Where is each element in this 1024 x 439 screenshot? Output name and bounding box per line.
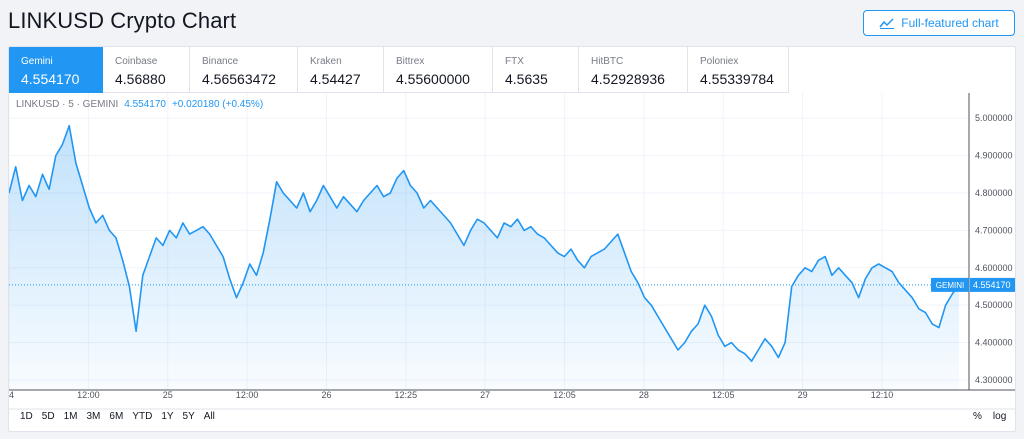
last-price-tag	[970, 277, 1015, 292]
x-tick-label: 12:05	[553, 390, 576, 400]
y-tick-label: 4.600000	[975, 263, 1013, 273]
range-1m[interactable]: 1M	[63, 411, 78, 422]
tab-exchange-price: 4.56880	[115, 71, 166, 87]
tab-exchange-price: 4.554170	[21, 71, 80, 87]
tab-hitbtc[interactable]: HitBTC 4.52928936	[579, 47, 688, 93]
tab-exchange-name: Poloniex	[700, 56, 739, 67]
x-tick-label: 26	[321, 390, 331, 400]
tab-kraken[interactable]: Kraken 4.54427	[298, 47, 384, 93]
tab-binance[interactable]: Binance 4.56563472	[190, 47, 298, 93]
y-tick-label: 4.800000	[975, 188, 1013, 198]
last-price-label: 4.554170	[973, 280, 1011, 290]
range-5d[interactable]: 5D	[41, 411, 55, 422]
exchange-tabs: Gemini 4.554170 Coinbase 4.56880 Binance…	[9, 47, 789, 93]
tab-poloniex[interactable]: Poloniex 4.55339784	[688, 47, 789, 93]
log-scale-toggle[interactable]: log	[992, 411, 1007, 422]
tab-gemini[interactable]: Gemini 4.554170	[9, 47, 103, 93]
tab-exchange-name: HitBTC	[591, 56, 624, 67]
chart-line-icon	[879, 18, 895, 29]
tab-exchange-price: 4.55339784	[700, 71, 774, 87]
x-tick-label: 28	[639, 390, 649, 400]
chart-legend: LINKUSD · 5 · GEMINI 4.554170 +0.020180 …	[16, 99, 263, 110]
tab-exchange-price: 4.52928936	[591, 71, 665, 87]
tab-exchange-name: Binance	[202, 56, 239, 67]
x-tick-label: 12:00	[236, 390, 259, 400]
tab-exchange-name: Kraken	[310, 56, 342, 67]
x-tick-label: 25	[163, 390, 173, 400]
price-area-fill	[9, 125, 959, 390]
legend-symbol: LINKUSD · 5 · GEMINI	[16, 99, 119, 110]
x-tick-label: 27	[480, 390, 490, 400]
chart-area[interactable]: LINKUSD · 5 · GEMINI 4.554170 +0.020180 …	[9, 93, 1015, 432]
y-tick-label: 4.500000	[975, 300, 1013, 310]
y-tick-label: 4.700000	[975, 225, 1013, 235]
x-tick-label: 12:25	[395, 390, 418, 400]
range-3m[interactable]: 3M	[86, 411, 101, 422]
price-line	[9, 124, 960, 363]
x-tick-label: 12:10	[871, 390, 894, 400]
tab-exchange-price: 4.54427	[310, 71, 361, 87]
y-tick-label: 4.400000	[975, 338, 1013, 348]
range-all[interactable]: All	[203, 411, 215, 422]
percent-scale-toggle[interactable]: %	[973, 411, 982, 422]
range-1d[interactable]: 1D	[20, 411, 33, 422]
full-featured-chart-label: Full-featured chart	[901, 16, 999, 30]
range-5y[interactable]: 5Y	[182, 411, 195, 422]
y-tick-label: 4.300000	[975, 375, 1013, 385]
y-tick-label: 4.900000	[975, 151, 1013, 161]
tab-coinbase[interactable]: Coinbase 4.56880	[103, 47, 190, 93]
range-ytd[interactable]: YTD	[132, 411, 153, 422]
tab-exchange-name: Bittrex	[396, 56, 425, 67]
y-tick-label: 5.000000	[975, 113, 1013, 123]
price-chart[interactable]: 5.000000 4.900000 4.800000 4.700000 4.600000…	[9, 93, 1015, 432]
chart-widget: Gemini 4.554170 Coinbase 4.56880 Binance…	[8, 46, 1016, 432]
range-6m[interactable]: 6M	[109, 411, 124, 422]
tab-bittrex[interactable]: Bittrex 4.55600000	[384, 47, 493, 93]
x-tick-label: 12:05	[712, 390, 735, 400]
tab-exchange-name: FTX	[505, 56, 524, 67]
scale-options: % log	[973, 411, 1006, 422]
tab-exchange-price: 4.56563472	[202, 71, 276, 87]
tab-exchange-name: Coinbase	[115, 56, 158, 67]
tab-exchange-name: Gemini	[21, 56, 53, 67]
legend-price: 4.554170	[124, 99, 166, 110]
tab-exchange-price: 4.5635	[505, 71, 548, 87]
tab-exchange-price: 4.55600000	[396, 71, 470, 87]
legend-change: +0.020180 (+0.45%)	[171, 99, 264, 110]
x-tick-label: 24	[9, 390, 14, 400]
range-1y[interactable]: 1Y	[161, 411, 174, 422]
series-name-tag	[931, 277, 969, 292]
full-featured-chart-button[interactable]: Full-featured chart	[863, 10, 1015, 36]
series-name-label: GEMINI	[936, 281, 964, 290]
x-tick-label: 29	[798, 390, 808, 400]
page-title: LINKUSD Crypto Chart	[8, 8, 237, 33]
tab-ftx[interactable]: FTX 4.5635	[493, 47, 579, 93]
x-tick-label: 12:00	[77, 390, 100, 400]
range-selector: 1D 5D 1M 3M 6M YTD 1Y 5Y All	[20, 411, 215, 422]
